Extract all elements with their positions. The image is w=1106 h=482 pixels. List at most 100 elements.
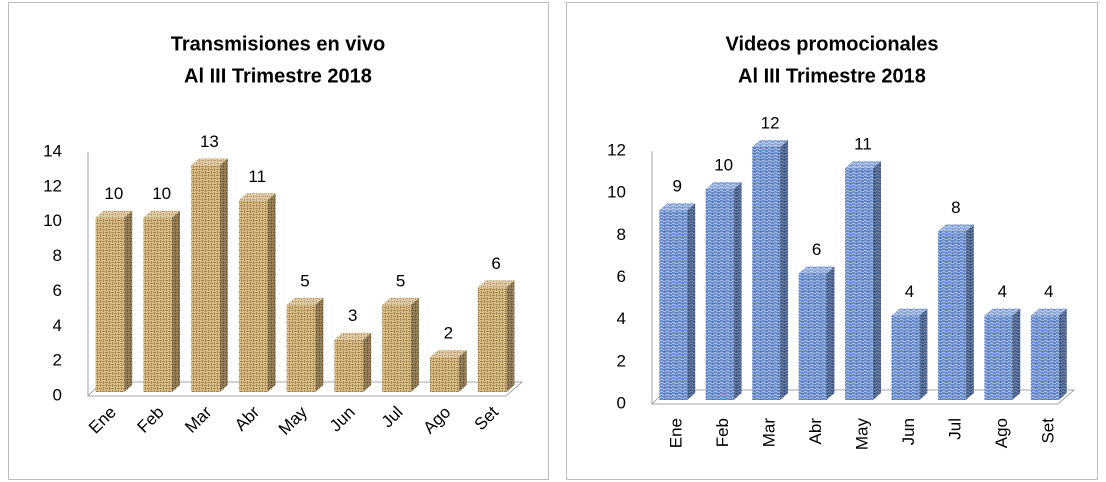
bar-top-shade (143, 210, 180, 218)
bar-front (477, 287, 507, 392)
x-tick-label: Jun (899, 418, 918, 445)
bar (143, 210, 180, 392)
data-label: 3 (348, 306, 357, 325)
x-tick-label: Mar (760, 418, 779, 448)
y-tick-label: 2 (53, 351, 62, 370)
data-label: 4 (905, 282, 914, 301)
bar-side (1058, 308, 1067, 400)
chart-subtitle: Al III Trimestre 2018 (184, 65, 372, 87)
y-tick-label: 6 (617, 267, 626, 286)
bar-front (1030, 315, 1059, 400)
x-tick-label: Ago (420, 403, 455, 438)
bar-side-shade (965, 224, 974, 400)
bar-front (334, 339, 364, 392)
bar-top (477, 280, 515, 288)
bar-side (687, 203, 696, 400)
y-tick-label: 0 (617, 393, 626, 412)
bar-top-shade (1030, 308, 1067, 316)
bar-side (315, 297, 324, 392)
bar-side (506, 280, 515, 392)
bar-side (172, 210, 180, 392)
chart-frame (8, 2, 549, 480)
bar-top (845, 161, 881, 169)
chart-subtitle: Al III Trimestre 2018 (738, 65, 926, 87)
bar (705, 182, 742, 400)
bar-top (238, 193, 276, 201)
bar (984, 308, 1021, 400)
x-tick-label: Feb (134, 403, 168, 437)
bar (191, 158, 228, 392)
bar-front (937, 231, 966, 400)
bar-side (826, 266, 835, 400)
bar (891, 308, 928, 400)
bar-front (752, 147, 781, 400)
data-label: 12 (761, 113, 780, 132)
data-label: 11 (248, 167, 266, 186)
bar-front (984, 315, 1013, 400)
y-tick-label: 8 (53, 246, 62, 265)
bar-top (705, 182, 742, 190)
bar-side (872, 161, 881, 400)
bar-top-shade (937, 224, 974, 232)
bar-top (286, 297, 324, 305)
bar-front (191, 165, 220, 392)
data-label: 10 (152, 184, 171, 203)
bar-top-shade (891, 308, 928, 316)
bar-front (95, 217, 125, 392)
bar-side-shade (1012, 308, 1021, 400)
bar-top (95, 210, 133, 218)
data-label: 4 (1044, 282, 1053, 301)
bar-side-shade (826, 266, 835, 400)
bar-front (430, 357, 459, 392)
bar-side-shade (780, 140, 789, 400)
bar (1030, 308, 1067, 400)
y-tick-label: 8 (617, 225, 626, 244)
bar-top (382, 297, 419, 305)
bar-top-shade (705, 182, 742, 190)
x-tick-label: Ene (85, 403, 120, 438)
x-tick-label: Feb (713, 418, 732, 447)
bar-top-shade (430, 350, 467, 358)
bar-top-shade (191, 158, 228, 166)
chart-title: Transmisiones en vivo (171, 33, 386, 55)
y-tick-label: 10 (43, 211, 62, 230)
bar-side (124, 210, 133, 392)
bar-side (780, 140, 789, 400)
y-tick-label: 4 (53, 316, 62, 335)
bar-side (410, 297, 419, 392)
bar-side-shade (363, 332, 372, 392)
bar-top-shade (238, 193, 276, 201)
bar-side (733, 182, 742, 400)
bar-top-shade (659, 203, 696, 211)
bar-side-shade (733, 182, 742, 400)
bar-top (891, 308, 928, 316)
bar-side (458, 350, 467, 392)
bar (430, 350, 467, 392)
data-label: 8 (951, 198, 960, 217)
bar-front (238, 200, 268, 392)
bar-side-shade (687, 203, 696, 400)
bar-side-shade (458, 350, 467, 392)
bar-side (363, 332, 372, 392)
bar-top-shade (382, 297, 419, 305)
bar-front (659, 210, 688, 400)
bar (798, 266, 835, 400)
y-tick-label: 14 (43, 141, 62, 160)
data-label: 4 (998, 282, 1007, 301)
bar (477, 280, 515, 392)
x-tick-label: Set (1038, 418, 1057, 444)
data-label: 6 (812, 240, 821, 259)
bar-top-shade (95, 210, 133, 218)
bar-top (143, 210, 180, 218)
bar-side (965, 224, 974, 400)
x-tick-label: Jul (945, 418, 964, 440)
data-label: 10 (714, 156, 733, 175)
data-label: 13 (200, 132, 219, 151)
y-tick-label: 10 (607, 183, 626, 202)
y-tick-label: 12 (43, 176, 62, 195)
x-tick-label: Set (471, 402, 503, 434)
data-label: 6 (491, 254, 500, 273)
bar (382, 297, 419, 392)
data-label: 2 (444, 324, 453, 343)
data-label: 9 (672, 177, 681, 196)
